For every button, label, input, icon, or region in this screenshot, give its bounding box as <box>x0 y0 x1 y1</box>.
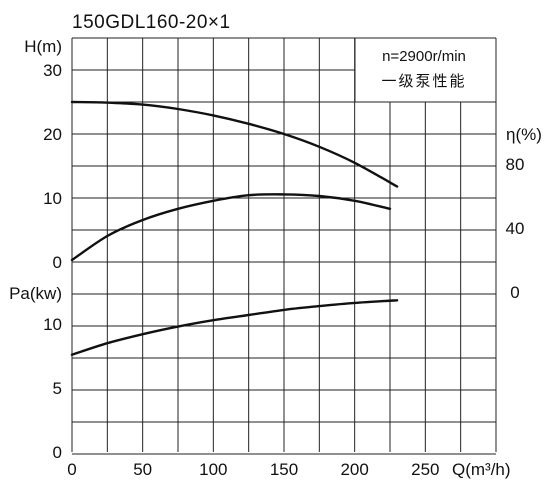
chart-tick-labels: 0 50 100 150 200 250 0 10 20 30 0 40 80 0 5 10 <box>43 61 524 479</box>
chart-grid <box>71 37 497 455</box>
y-tick-label-head: 0 <box>53 253 62 272</box>
axis-label-power: Pa(kw) <box>9 284 62 303</box>
annotation-speed: n=2900r/min <box>382 48 466 65</box>
y-tick-label-power: 5 <box>53 379 62 398</box>
y-tick-label-head: 30 <box>43 61 62 80</box>
x-tick-label: 150 <box>270 460 298 479</box>
x-tick-label: 100 <box>199 460 227 479</box>
efficiency-curve <box>70 193 392 262</box>
head-curve <box>70 100 399 188</box>
annotation-stage: 一级泵性能 <box>381 73 466 90</box>
y-tick-label-efficiency: 40 <box>506 219 525 238</box>
x-tick-label: 0 <box>67 460 76 479</box>
power-curve <box>70 299 399 356</box>
y-tick-label-power: 0 <box>53 443 62 462</box>
y-tick-label-efficiency: 0 <box>510 283 519 302</box>
x-tick-label: 200 <box>340 460 368 479</box>
chart-labels: 150GDL160-20×1 H(m) η(%) Pa(kw) Q(m³/h) … <box>9 12 542 479</box>
y-tick-label-efficiency: 80 <box>506 155 525 174</box>
x-tick-label: 50 <box>133 460 152 479</box>
x-axis-label: Q(m³/h) <box>452 460 511 479</box>
y-tick-label-head: 20 <box>43 125 62 144</box>
y-tick-label-power: 10 <box>43 315 62 334</box>
axis-label-efficiency: η(%) <box>506 125 542 144</box>
y-tick-label-head: 10 <box>43 189 62 208</box>
chart-title: 150GDL160-20×1 <box>72 12 231 33</box>
axis-label-head: H(m) <box>24 37 62 56</box>
x-tick-label: 250 <box>411 460 439 479</box>
chart-curves <box>70 100 399 356</box>
